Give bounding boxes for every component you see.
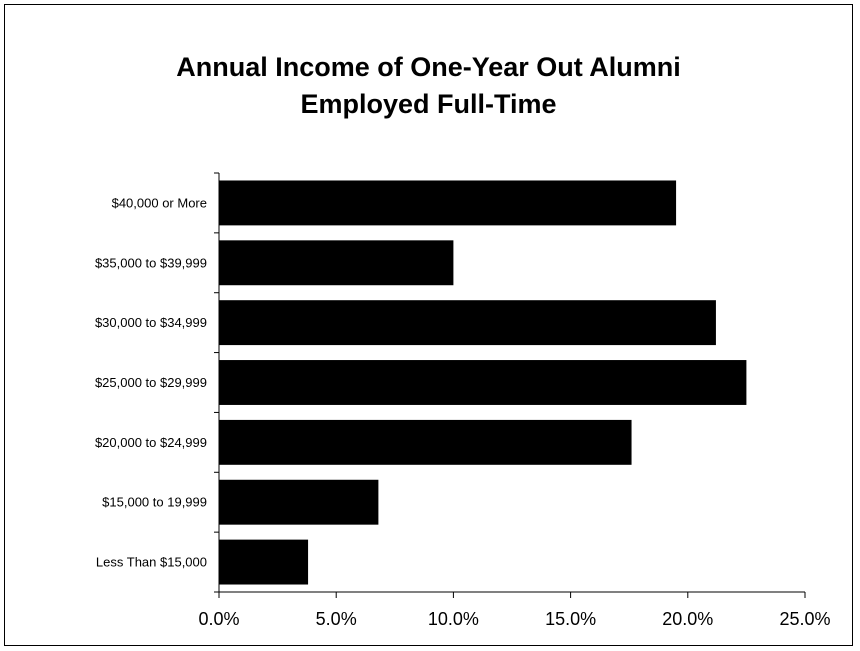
bar-0 <box>219 180 677 226</box>
y-tick-label-3: $25,000 to $29,999 <box>95 375 207 390</box>
y-tick-label-6: Less Than $15,000 <box>96 555 207 570</box>
y-tick-label-0: $40,000 or More <box>112 195 207 210</box>
bar-1 <box>219 240 454 286</box>
bar-2 <box>219 300 716 346</box>
x-tick-label-0: 0.0% <box>198 609 239 629</box>
x-tick-label-5: 25.0% <box>779 609 830 629</box>
y-tick-label-4: $20,000 to $24,999 <box>95 435 207 450</box>
x-tick-label-3: 15.0% <box>545 609 596 629</box>
bar-3 <box>219 360 747 405</box>
x-tick-label-4: 20.0% <box>662 609 713 629</box>
chart-title-line-2: Employed Full-Time <box>300 89 557 119</box>
chart-title: Annual Income of One-Year Out Alumni Emp… <box>5 49 852 123</box>
chart-title-line-1: Annual Income of One-Year Out Alumni <box>176 52 681 82</box>
x-tick-label-2: 10.0% <box>428 609 479 629</box>
x-tick-label-1: 5.0% <box>316 609 357 629</box>
y-tick-label-5: $15,000 to 19,999 <box>102 495 207 510</box>
y-tick-label-2: $30,000 to $34,999 <box>95 315 207 330</box>
bar-4 <box>219 419 632 465</box>
bar-5 <box>219 479 379 525</box>
y-tick-label-1: $35,000 to $39,999 <box>95 255 207 270</box>
bar-6 <box>219 539 309 585</box>
